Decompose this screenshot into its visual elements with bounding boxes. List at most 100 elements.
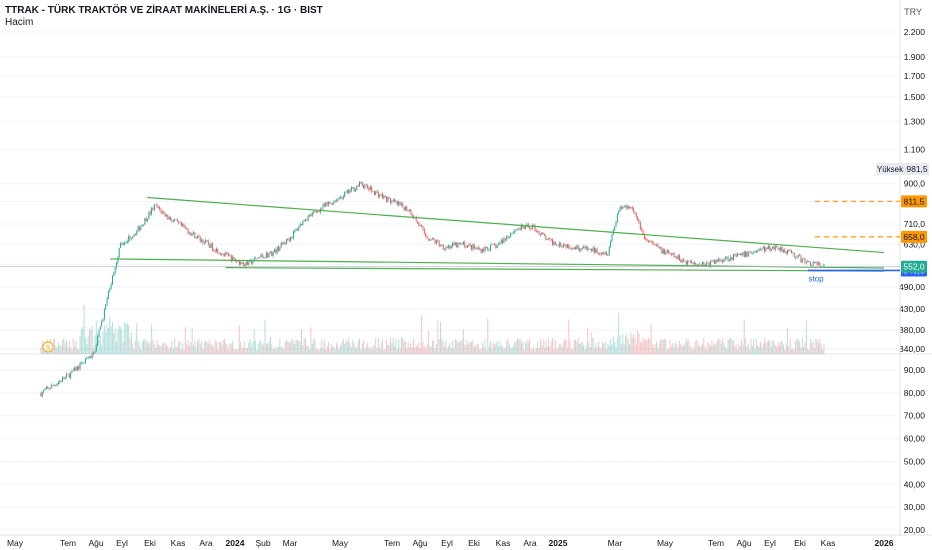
candle-body — [206, 240, 208, 242]
volume-bar — [207, 343, 209, 354]
volume-bar — [228, 349, 230, 354]
candle-body — [194, 232, 196, 239]
volume-bar — [126, 322, 128, 354]
candle-body — [167, 214, 169, 219]
candle-body — [494, 244, 496, 246]
candle-body — [269, 251, 271, 254]
volume-bar — [804, 342, 806, 354]
candle-body — [403, 207, 405, 211]
candle-body — [400, 203, 402, 205]
volume-bar — [716, 340, 718, 354]
volume-bar — [240, 341, 242, 354]
candle-body — [515, 229, 517, 230]
candle-body — [672, 253, 674, 255]
volume-bar — [642, 338, 644, 354]
volume-indicator-label[interactable]: Hacim — [5, 17, 34, 28]
candle-body — [354, 189, 356, 191]
volume-bar — [93, 347, 95, 354]
volume-bar — [344, 344, 346, 354]
volume-bar — [467, 344, 469, 354]
candle-body — [467, 245, 469, 248]
volume-bar — [457, 342, 459, 354]
candle-body — [457, 243, 459, 248]
candle-body — [608, 247, 610, 255]
volume-bar — [449, 342, 451, 354]
volume-bar — [101, 344, 103, 354]
oscillator-tick-label: 90,00 — [904, 365, 926, 375]
volume-bar — [638, 333, 640, 354]
candle-body — [352, 187, 354, 188]
volume-bar — [234, 349, 236, 354]
volume-bar — [368, 347, 370, 354]
volume-bar — [392, 337, 394, 354]
volume-bar — [147, 340, 149, 354]
candle-body — [614, 227, 616, 231]
volume-bar — [476, 343, 478, 354]
candle-body — [255, 258, 257, 259]
volume-bar — [703, 338, 705, 354]
candle-body — [323, 204, 325, 207]
volume-bar — [399, 347, 401, 354]
volume-bar — [781, 341, 783, 354]
candle-body — [604, 252, 606, 255]
candle-body — [241, 261, 243, 264]
volume-bar — [367, 342, 369, 354]
candle-body — [102, 319, 104, 322]
volume-bar — [325, 349, 327, 354]
candle-body — [661, 248, 663, 254]
stop-annotation: stop — [808, 274, 824, 283]
volume-bar — [461, 339, 463, 354]
volume-bar — [280, 346, 282, 354]
candle-body — [516, 229, 518, 230]
candle-body — [441, 244, 443, 246]
candle-body — [712, 260, 714, 262]
volume-bar — [572, 348, 574, 354]
candle-body — [705, 262, 707, 266]
candle-body — [795, 256, 797, 258]
volume-bar — [714, 343, 716, 354]
volume-bar — [683, 345, 685, 354]
candle-body — [815, 262, 817, 263]
candle-body — [651, 241, 653, 243]
candle-body — [697, 264, 699, 266]
candle-body — [259, 257, 261, 259]
volume-bar — [296, 339, 298, 354]
candle-body — [398, 202, 400, 205]
candle-body — [446, 247, 448, 248]
volume-bar — [602, 342, 604, 354]
candle-body — [759, 249, 761, 250]
candle-body — [78, 366, 80, 369]
candle-body — [774, 245, 776, 250]
volume-bar — [414, 347, 416, 354]
candle-body — [392, 199, 394, 202]
volume-bar — [380, 342, 382, 354]
volume-bar — [394, 346, 396, 354]
volume-bar — [808, 349, 810, 354]
volume-bar — [685, 338, 687, 354]
volume-bar — [133, 349, 135, 354]
volume-bar — [603, 343, 605, 354]
candle-body — [622, 206, 624, 209]
candle-body — [407, 210, 409, 212]
volume-bar — [418, 342, 420, 354]
volume-bar — [519, 338, 521, 354]
candle-body — [813, 261, 815, 263]
volume-bar — [573, 339, 575, 354]
volume-bar — [527, 341, 529, 354]
volume-bar — [453, 347, 455, 354]
candle-body — [747, 252, 749, 257]
candle-body — [59, 381, 61, 383]
candle-body — [365, 185, 367, 186]
volume-bar — [273, 347, 275, 354]
volume-bar — [210, 344, 212, 354]
currency-label[interactable]: TRY — [904, 7, 922, 17]
time-tick-label: May — [7, 538, 24, 548]
candle-body — [498, 243, 500, 246]
volume-bar — [496, 341, 498, 354]
time-tick-label: Eki — [794, 538, 806, 548]
volume-bar — [356, 346, 358, 354]
candle-body — [93, 353, 95, 354]
candle-body — [322, 204, 324, 209]
candle-body — [377, 192, 379, 197]
